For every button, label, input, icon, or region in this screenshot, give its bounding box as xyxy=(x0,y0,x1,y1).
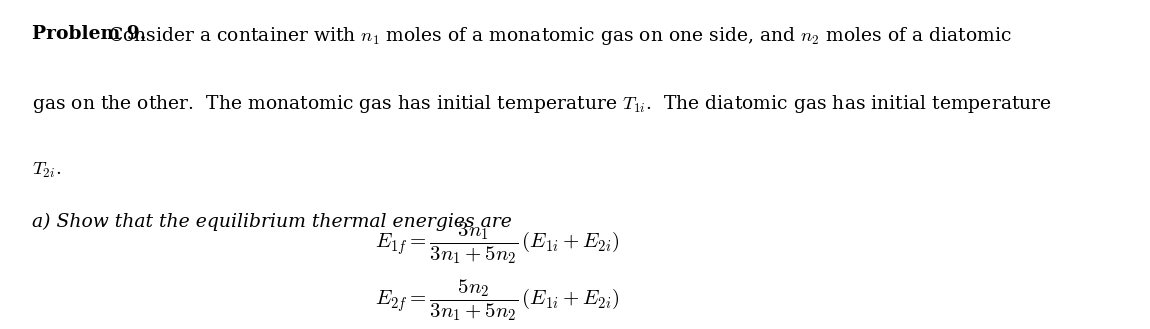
Text: gas on the other.  The monatomic gas has initial temperature $T_{1i}$.  The diat: gas on the other. The monatomic gas has … xyxy=(32,93,1052,115)
Text: Consider a container with $n_1$ moles of a monatomic gas on one side, and $n_2$ : Consider a container with $n_1$ moles of… xyxy=(108,25,1012,47)
Text: $E_{1f} = \dfrac{3n_1}{3n_1 + 5n_2}\,(E_{1i} + E_{2i})$: $E_{1f} = \dfrac{3n_1}{3n_1 + 5n_2}\,(E_… xyxy=(375,221,620,266)
Text: a) Show that the equilibrium thermal energies are: a) Show that the equilibrium thermal ene… xyxy=(32,213,513,231)
Text: $T_{2i}$.: $T_{2i}$. xyxy=(32,161,62,180)
Text: $E_{2f} = \dfrac{5n_2}{3n_1 + 5n_2}\,(E_{1i} + E_{2i})$: $E_{2f} = \dfrac{5n_2}{3n_1 + 5n_2}\,(E_… xyxy=(375,277,620,323)
Text: Problem 9.: Problem 9. xyxy=(32,25,147,43)
